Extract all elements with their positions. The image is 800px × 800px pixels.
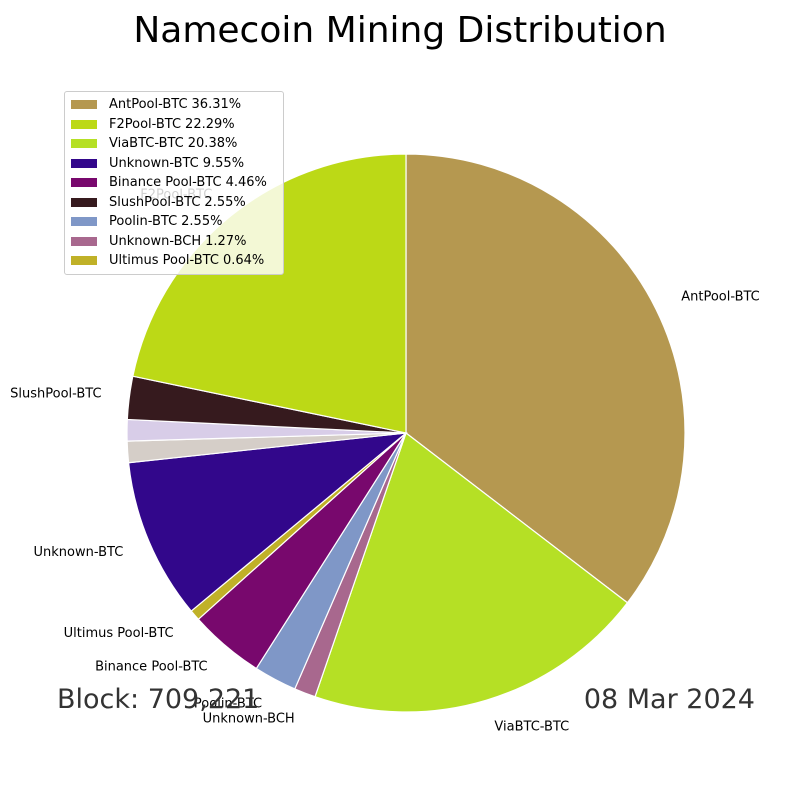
slice-label-unknown-btc: Unknown-BTC — [34, 545, 124, 560]
legend-label: Unknown-BTC — [109, 155, 199, 171]
slice-label-viabtc-btc: ViaBTC-BTC — [494, 719, 569, 734]
legend-label: Poolin-BTC — [109, 214, 178, 230]
legend-swatch — [71, 158, 97, 168]
block-height: Block: 709,221 — [57, 684, 260, 715]
legend-item-f2pool-btc: F2Pool-BTC 22.29% — [65, 115, 283, 135]
legend-percent: 0.64% — [222, 253, 265, 269]
legend-item-unknown-bch: Unknown-BCH 1.27% — [65, 232, 283, 252]
legend-item-poolin-btc: Poolin-BTC 2.55% — [65, 212, 283, 232]
legend-swatch — [71, 178, 97, 188]
legend-label: ViaBTC-BTC — [109, 136, 184, 152]
chart-legend: AntPool-BTC 36.31% F2Pool-BTC 22.29% ViaBTC-… — [64, 91, 284, 275]
pie-slice-unknown-btc — [127, 432, 408, 612]
legend-swatch — [71, 256, 97, 266]
legend-label: Binance Pool-BTC — [109, 175, 222, 191]
legend-percent: 1.27% — [205, 233, 247, 249]
pie-slices — [126, 153, 686, 713]
pie-slice-viabtc-btc — [314, 432, 629, 713]
legend-swatch — [71, 217, 97, 227]
legend-label: Ultimus Pool-BTC — [109, 253, 219, 269]
legend-label: AntPool-BTC — [109, 97, 188, 113]
legend-item-antpool-btc: AntPool-BTC 36.31% — [65, 95, 283, 115]
legend-label: F2Pool-BTC — [109, 116, 182, 132]
legend-percent: 2.55% — [204, 194, 246, 210]
slice-label-antpool-btc: AntPool-BTC — [681, 290, 760, 305]
legend-percent: 36.31% — [191, 97, 242, 113]
legend-swatch — [71, 100, 97, 110]
legend-percent: 22.29% — [185, 116, 235, 132]
slice-label-binance-pool-btc: Binance Pool-BTC — [95, 660, 208, 675]
legend-percent: 2.55% — [181, 214, 223, 230]
slice-label-poolin-btc: Poolin-BTC — [194, 697, 262, 712]
legend-swatch — [71, 236, 97, 246]
slice-label-ultimus-pool-btc: Ultimus Pool-BTC — [64, 626, 174, 641]
legend-swatch — [71, 119, 97, 129]
legend-item-binance-pool-btc: Binance Pool-BTC 4.46% — [65, 173, 283, 193]
legend-swatch — [71, 197, 97, 207]
legend-item-unknown-btc: Unknown-BTC 9.55% — [65, 154, 283, 174]
legend-swatch — [71, 139, 97, 149]
legend-label: Unknown-BCH — [109, 233, 202, 249]
slice-label-unknown-bch: Unknown-BCH — [203, 712, 295, 727]
pie-slice-antpool-btc — [405, 153, 686, 604]
snapshot-date: 08 Mar 2024 — [583, 684, 755, 715]
legend-item-ultimus-pool-btc: Ultimus Pool-BTC 0.64% — [65, 251, 283, 271]
legend-item-slushpool-btc: SlushPool-BTC 2.55% — [65, 193, 283, 213]
chart-title: Namecoin Mining Distribution — [133, 10, 667, 51]
legend-percent: 9.55% — [202, 155, 245, 171]
legend-item-viabtc-btc: ViaBTC-BTC 20.38% — [65, 134, 283, 154]
legend-percent: 20.38% — [187, 136, 238, 152]
slice-label-slushpool-btc: SlushPool-BTC — [10, 387, 101, 402]
legend-label: SlushPool-BTC — [109, 194, 201, 210]
legend-percent: 4.46% — [225, 175, 267, 191]
